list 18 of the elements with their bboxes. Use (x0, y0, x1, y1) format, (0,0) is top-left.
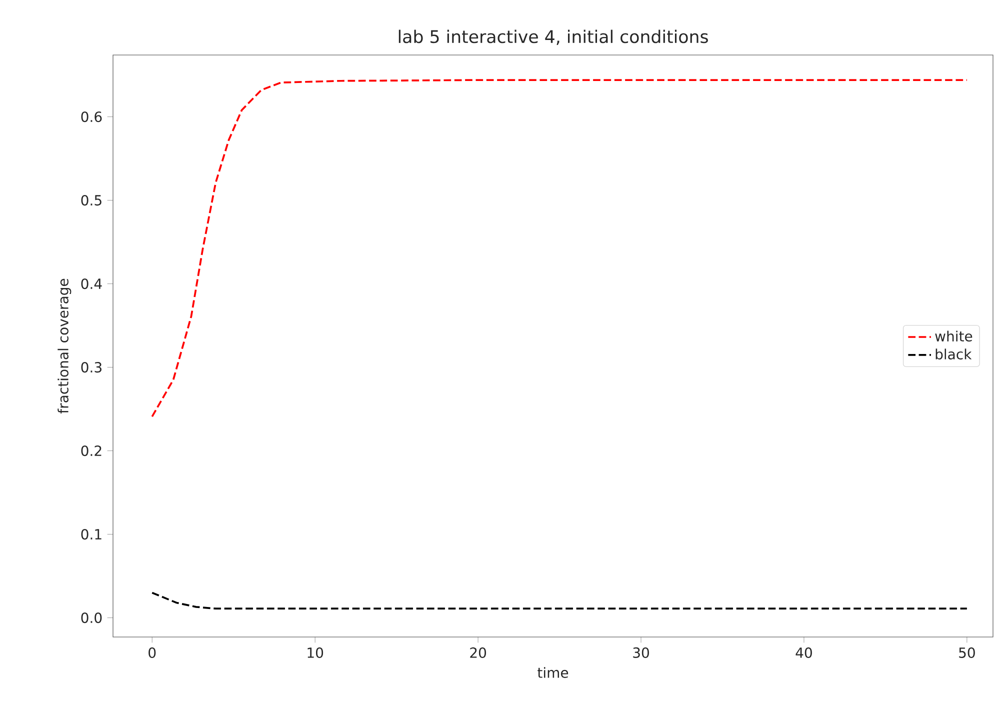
x-tick-label: 30 (633, 647, 649, 658)
x-axis-title: time (538, 667, 568, 678)
x-tick-label: 10 (308, 647, 324, 658)
y-tick-label: 0.1 (81, 528, 102, 540)
x-tick-label: 50 (959, 647, 975, 658)
y-tick-label: 0.4 (81, 278, 102, 290)
legend-label: white (935, 330, 972, 342)
y-axis-title: fractional coverage (58, 278, 72, 414)
legend-label: black (936, 348, 972, 360)
chart-title: lab 5 interactive 4, initial conditions (398, 30, 708, 45)
y-tick-label: 0.5 (81, 194, 102, 206)
y-tick-label: 0.2 (81, 445, 102, 456)
x-tick-label: 40 (796, 647, 812, 658)
x-tick-label: 20 (470, 647, 486, 658)
y-tick-label: 0.6 (81, 111, 102, 122)
x-tick-label: 0 (148, 647, 156, 658)
y-tick-label: 0.3 (81, 362, 102, 373)
y-tick-label: 0.0 (81, 612, 102, 624)
